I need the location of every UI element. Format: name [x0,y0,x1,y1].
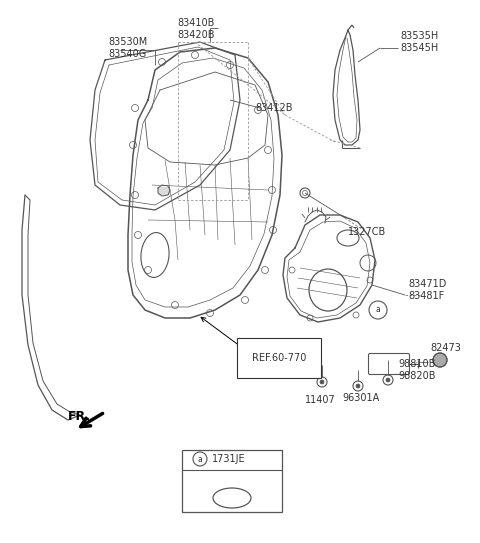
Bar [182,450,282,512]
Text: 1731JE: 1731JE [212,454,246,464]
Text: 82473: 82473 [430,343,461,353]
Text: 1327CB: 1327CB [348,227,386,237]
Text: 83535H
83545H: 83535H 83545H [400,31,438,53]
Circle shape [433,353,447,367]
Text: a: a [376,306,380,314]
Text: 11407: 11407 [305,395,336,405]
Circle shape [386,378,390,382]
Text: 83530M
83540G: 83530M 83540G [108,37,147,59]
Text: 83412B: 83412B [255,103,292,113]
Text: a: a [198,454,203,464]
Text: 98810B
98820B: 98810B 98820B [398,359,435,381]
Text: 96301A: 96301A [342,393,379,403]
Text: REF.60-770: REF.60-770 [252,353,306,363]
Circle shape [320,380,324,384]
Text: 83471D
83481F: 83471D 83481F [408,279,446,301]
Text: FR.: FR. [68,409,91,422]
Text: 83410B
83420B: 83410B 83420B [177,18,215,40]
Circle shape [356,384,360,388]
